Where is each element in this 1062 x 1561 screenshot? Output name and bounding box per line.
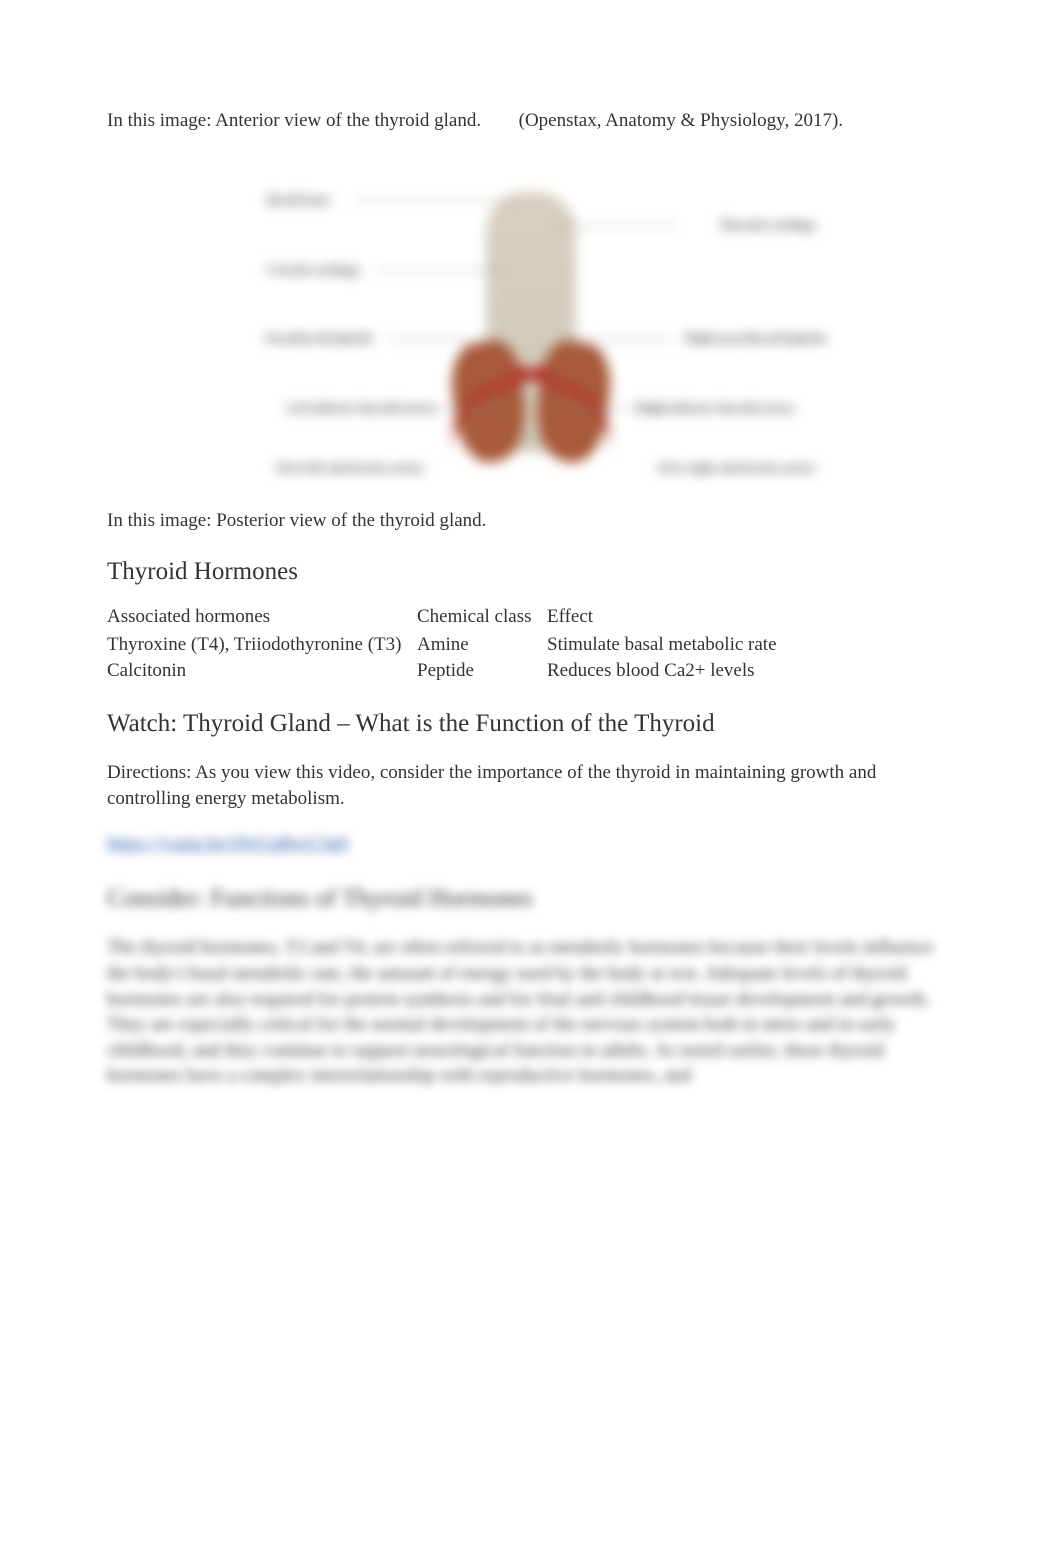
caption-anterior-citation: (Openstax, Anatomy & Physiology, 2017).	[519, 110, 843, 131]
diagram-leader-line	[556, 408, 676, 409]
table-cell: Peptide	[417, 658, 547, 684]
diagram-label: First right subclavian artery	[658, 460, 816, 476]
diagram-leader-line	[396, 408, 516, 409]
diagram-label: Thyroid cartilage	[719, 217, 816, 233]
caption-posterior: In this image: Posterior view of the thy…	[107, 510, 955, 532]
table-header: Chemical class	[417, 604, 547, 632]
table-header-row: Associated hormones Chemical class Effec…	[107, 604, 955, 632]
thyroid-hormones-table: Associated hormones Chemical class Effec…	[107, 604, 955, 684]
table-cell: Stimulate basal metabolic rate	[547, 632, 955, 658]
thyroid-posterior-diagram: Hyoid bone Cricoid cartilage Parathyroid…	[246, 142, 816, 502]
diagram-label: Cricoid cartilage	[266, 262, 360, 278]
diagram-leader-line	[566, 338, 676, 339]
table-row: Thyroxine (T4), Triiodothyronine (T3) Am…	[107, 632, 955, 658]
diagram-leader-line	[376, 270, 506, 271]
thyroid-hormones-heading: Thyroid Hormones	[107, 558, 955, 586]
diagram-leader-line	[386, 338, 496, 339]
consider-heading: Consider: Functions of Thyroid Hormones	[107, 885, 955, 913]
diagram-label: First left subclavian artery	[276, 460, 424, 476]
table-row: Calcitonin Peptide Reduces blood Ca2+ le…	[107, 658, 955, 684]
table-header: Associated hormones	[107, 604, 417, 632]
diagram-label: Right parathyroid glands	[685, 330, 826, 346]
consider-paragraph: The thyroid hormones, T3 and T4, are oft…	[107, 935, 955, 1089]
caption-anterior: In this image: Anterior view of the thyr…	[107, 110, 955, 132]
caption-anterior-left: In this image: Anterior view of the thyr…	[107, 110, 481, 131]
table-cell: Calcitonin	[107, 658, 417, 684]
diagram-label: Hyoid bone	[266, 192, 330, 208]
table-cell: Reduces blood Ca2+ levels	[547, 658, 955, 684]
table-header: Effect	[547, 604, 955, 632]
diagram-leader-line	[556, 225, 676, 226]
table-cell: Amine	[417, 632, 547, 658]
diagram-label: Parathyroid glands	[266, 330, 373, 346]
diagram-leader-line	[356, 200, 516, 201]
watch-directions: Directions: As you view this video, cons…	[107, 760, 955, 811]
video-link[interactable]: https://youtu.be/iNrUpBwU3q0	[107, 833, 348, 855]
table-cell: Thyroxine (T4), Triiodothyronine (T3)	[107, 632, 417, 658]
watch-heading: Watch: Thyroid Gland – What is the Funct…	[107, 710, 955, 738]
